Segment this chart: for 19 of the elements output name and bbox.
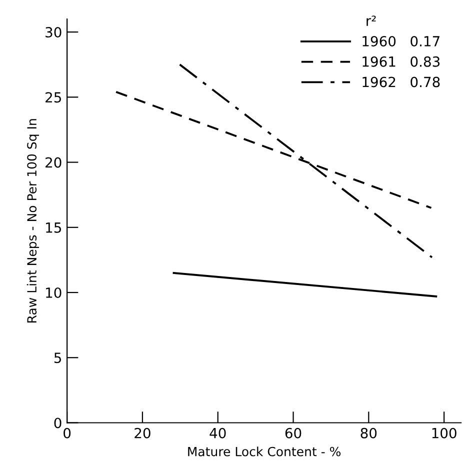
x-tick-label: 40 [210, 428, 226, 438]
legend-label: 1961 0.83 [362, 56, 440, 67]
x-tick-label: 100 [432, 428, 456, 438]
legend-title: r² [366, 16, 376, 26]
x-tick-label: 60 [285, 428, 302, 438]
legend-label: 1962 0.78 [362, 76, 440, 88]
y-tick-label: 20 [46, 157, 62, 168]
x-tick-label: 80 [360, 428, 377, 438]
x-tick-label: 0 [64, 428, 71, 438]
x-tick-label: 20 [134, 428, 150, 438]
y-tick-label: 15 [46, 222, 61, 233]
y-tick-label: 30 [46, 26, 62, 38]
y-tick-label: 0 [54, 418, 62, 428]
y-axis-title: Raw Lint Neps - No Per 100 Sq In [26, 119, 39, 322]
legend-label: 1960 0.17 [362, 36, 440, 46]
y-tick-label: 5 [54, 352, 61, 364]
y-tick-label: 25 [46, 92, 61, 103]
y-tick-label: 10 [46, 287, 62, 298]
x-axis-title: Mature Lock Content - % [188, 446, 341, 456]
